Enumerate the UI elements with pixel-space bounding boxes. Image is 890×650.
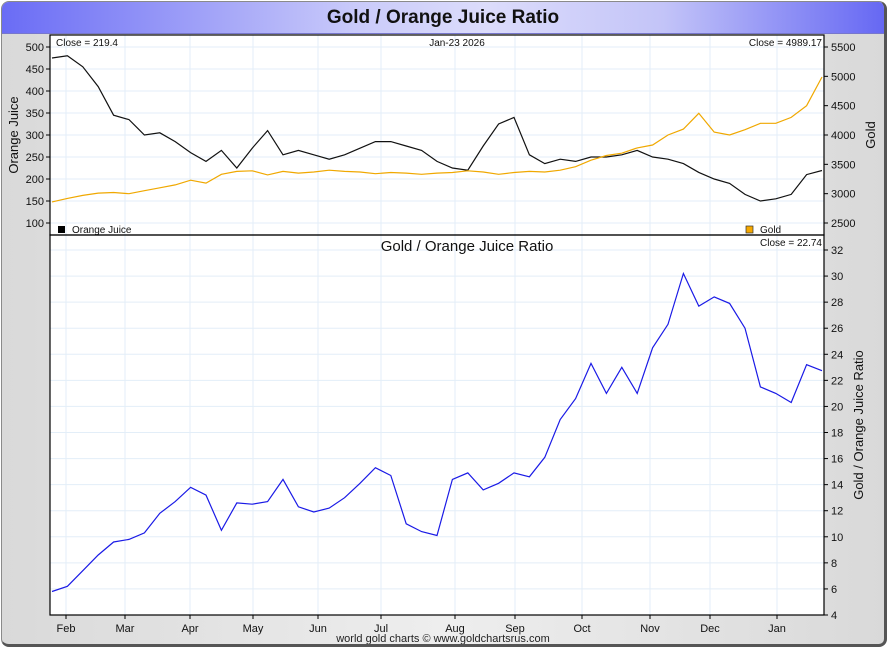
left-axis-tick-label: 500 [26,42,44,54]
footer-credit: world gold charts © www.goldchartsrus.co… [336,633,550,645]
right-axis-tick-label: 8 [831,558,837,570]
right-axis-tick-label: 4500 [831,101,855,113]
right-axis-tick-label: 28 [831,297,843,309]
right-axis-tick-label: 24 [831,349,843,361]
oj-close-label: Close = 219.4 [56,38,118,49]
lower-plot-border [49,234,825,616]
x-axis-tick-label: Feb [57,623,76,635]
x-axis-tick-label: Jul [374,623,388,635]
lower-chart-title: Gold / Orange Juice Ratio [381,238,554,255]
date-label: Jan-23 2026 [429,38,485,49]
legend-swatch-orange-juice [58,226,65,233]
x-axis-tick-label: Jan [768,623,786,635]
right-axis-tick-label: 10 [831,532,843,544]
left-axis-tick-label: 100 [26,218,44,230]
right-axis-tick-label: 22 [831,375,843,387]
right-axis-tick-label: 4 [831,610,837,622]
right-axis-tick-label: 18 [831,428,843,440]
right-axis-title: Gold [863,121,878,148]
series-line-orange-juice [51,55,823,202]
right-axis-tick-label: 3500 [831,159,855,171]
gold-close-label: Close = 4989.17 [749,38,823,49]
right-axis-tick-label: 4000 [831,130,855,142]
right-axis-tick-label: 6 [831,584,837,596]
left-axis-tick-label: 350 [26,108,44,120]
x-axis-tick-label: Oct [573,623,590,635]
x-axis-tick-label: Dec [700,623,720,635]
right-axis-tick-label: 20 [831,401,843,413]
left-axis-tick-label: 250 [26,152,44,164]
legend-swatch-gold [745,225,754,234]
left-axis-tick-label: 450 [26,64,44,76]
x-axis-tick-label: Apr [181,623,198,635]
right-axis-tick-label: 30 [831,271,843,283]
x-axis-tick-label: Nov [640,623,660,635]
page-title: Gold / Orange Juice Ratio [326,7,560,28]
right-axis-tick-label: 32 [831,245,843,257]
series-line-ratio [51,271,823,593]
right-axis-tick-label: 14 [831,480,843,492]
left-axis-title: Orange Juice [6,96,21,173]
left-axis-tick-label: 150 [26,196,44,208]
ratio-axis-title: Gold / Orange Juice Ratio [851,350,866,500]
right-axis-tick-label: 12 [831,506,843,518]
left-axis-tick-label: 200 [26,174,44,186]
legend-label-gold: Gold [760,225,781,236]
lower-plot-area [50,235,824,615]
right-axis-tick-label: 5000 [831,71,855,83]
x-axis-tick-label: Mar [116,623,135,635]
left-axis-tick-label: 400 [26,86,44,98]
legend-label-orange-juice: Orange Juice [72,225,132,236]
title-bar: Gold / Orange Juice Ratio [2,2,884,34]
right-axis-tick-label: 3000 [831,189,855,201]
right-axis-tick-label: 16 [831,454,843,466]
right-axis-tick-label: 26 [831,323,843,335]
ratio-close-label: Close = 22.74 [760,238,822,249]
right-axis-tick-label: 5500 [831,42,855,54]
right-axis-tick-label: 2500 [831,218,855,230]
left-axis-tick-label: 300 [26,130,44,142]
series-line-gold [51,76,823,203]
x-axis-tick-label: Jun [309,623,327,635]
x-axis-tick-label: Sep [505,623,525,635]
x-axis-tick-label: Aug [445,623,465,635]
x-axis-tick-label: May [243,623,264,635]
